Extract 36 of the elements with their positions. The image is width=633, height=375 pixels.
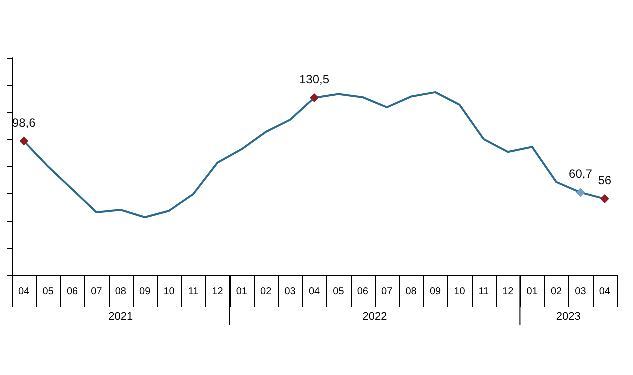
point	[20, 136, 29, 146]
x-tick-label: 04	[308, 286, 320, 298]
text: 2022	[362, 311, 388, 323]
x-tick-label: 10	[164, 286, 176, 298]
data-label: 60,7	[569, 167, 593, 182]
text: 2021	[108, 311, 134, 323]
x-tick-label: 09	[430, 286, 442, 298]
x-tick-label: 04	[599, 286, 611, 298]
x-tick-label: 02	[260, 286, 272, 298]
x-tick-label: 05	[42, 286, 54, 298]
data-label: 56	[598, 174, 612, 188]
x-tick-label: 11	[188, 286, 200, 298]
x-tick-label: 11	[478, 286, 490, 298]
x-tick-label: 04	[18, 286, 30, 298]
x-tick-label: 02	[550, 286, 562, 298]
point	[310, 94, 319, 103]
x-tick-label: 07	[382, 286, 394, 298]
x-tick-label: 01	[236, 286, 248, 298]
point	[600, 194, 610, 204]
x-tick-label: 09	[140, 286, 152, 298]
x-tick-label: 03	[284, 286, 296, 298]
x-tick-label: 08	[406, 286, 418, 298]
point	[576, 188, 586, 198]
x-tick-label: 12	[212, 286, 224, 298]
x-tick-label: 10	[454, 286, 466, 298]
x-tick-label: 03	[575, 286, 587, 298]
x-tick-label: 06	[357, 286, 369, 298]
x-tick-label: 12	[502, 286, 514, 298]
x-tick-label: 05	[333, 286, 345, 298]
x-tick-label: 06	[66, 286, 78, 298]
x-tick-label: 07	[91, 286, 103, 298]
data-label: 98,6	[12, 116, 36, 130]
x-tick-label: 01	[526, 286, 538, 298]
data-label: 130,5	[299, 72, 330, 87]
x-tick-label: 08	[115, 286, 127, 298]
text: 2023	[556, 311, 581, 323]
